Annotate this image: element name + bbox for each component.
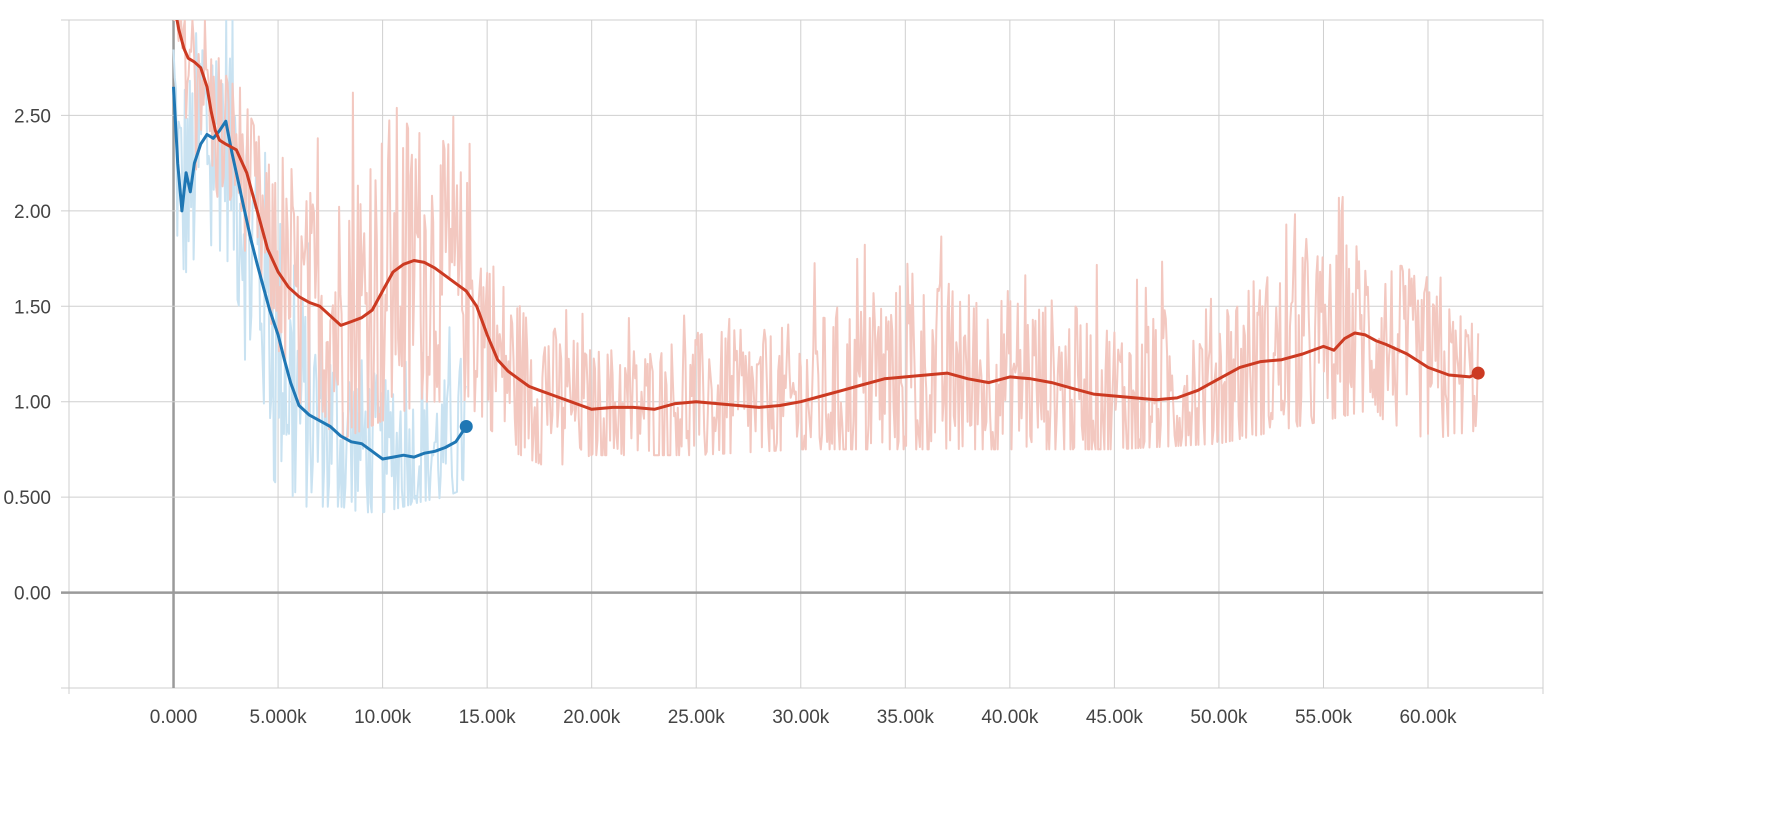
x-tick-label: 25.00k [668, 707, 726, 728]
y-tick-label: 2.50 [14, 106, 51, 127]
series-1-end-point[interactable] [1471, 366, 1485, 380]
x-tick-label: 40.00k [981, 707, 1039, 728]
x-tick-label: 10.00k [354, 707, 412, 728]
series-0-raw-line [172, 20, 467, 514]
smoothed-series-layer [172, 1, 1479, 461]
x-tick-label: 45.00k [1086, 707, 1144, 728]
y-tick-label: 1.50 [14, 297, 51, 318]
x-axis-ticks: 0.000 5.000k 10.00k 15.00k 20.00k 25.00k 30.00… [150, 707, 1457, 728]
x-tick-label: 20.00k [563, 707, 621, 728]
series-1-smoothed-line[interactable] [174, 1, 1479, 411]
y-axis-ticks: 0.00 0.500 1.00 1.50 2.00 2.50 [3, 106, 51, 604]
x-tick-label: 50.00k [1190, 707, 1248, 728]
x-tick-label: 35.00k [877, 707, 935, 728]
series-1-raw-line [173, 20, 1480, 466]
series-0-end-point[interactable] [459, 420, 473, 434]
x-tick-label: 15.00k [459, 707, 517, 728]
raw-series-layer [172, 20, 1480, 514]
x-tick-label: 55.00k [1295, 707, 1353, 728]
plot-frame [68, 19, 1544, 689]
y-tick-label: 0.00 [14, 584, 51, 605]
series-0-smoothed-line[interactable] [172, 86, 468, 461]
x-tick-label: 30.00k [772, 707, 830, 728]
x-tick-label: 60.00k [1399, 707, 1457, 728]
y-tick-label: 1.00 [14, 393, 51, 414]
x-tick-label: 0.000 [150, 707, 198, 728]
x-tick-label: 5.000k [250, 707, 308, 728]
y-tick-label: 0.500 [3, 488, 51, 509]
series-end-markers [459, 366, 1485, 434]
y-tick-label: 2.00 [14, 202, 51, 223]
